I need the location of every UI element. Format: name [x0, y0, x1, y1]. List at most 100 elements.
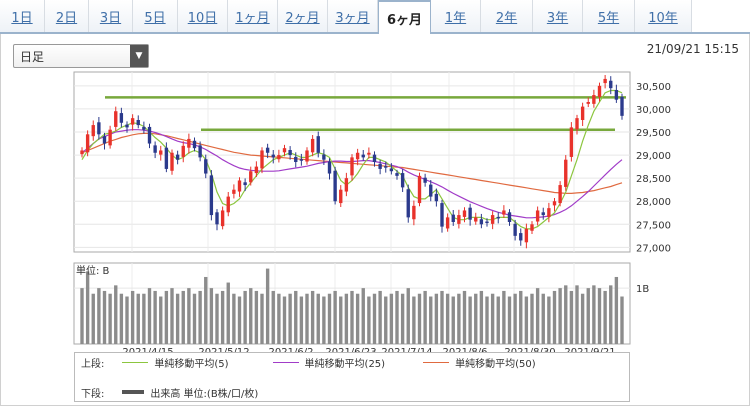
volume-bar	[282, 296, 287, 344]
candle-up	[339, 189, 343, 204]
candle-up	[502, 210, 506, 215]
volume-bar	[378, 290, 382, 344]
tab-8[interactable]: 6ヶ月	[378, 0, 431, 34]
candle-down	[468, 207, 472, 220]
tab-0[interactable]: 1日	[0, 0, 45, 32]
volume-tick-label: 1B	[636, 284, 649, 295]
volume-bar	[198, 290, 202, 344]
candle-up	[457, 215, 461, 224]
volume-bar	[445, 293, 450, 344]
volume-bar	[254, 290, 259, 344]
legend-ma5: 単純移動平均(5)	[118, 355, 229, 370]
candle-down	[485, 221, 489, 224]
price-tick-label: 29,000	[636, 151, 671, 162]
candle-down	[97, 122, 101, 135]
volume-bar	[260, 293, 264, 344]
volume-bar	[547, 296, 551, 344]
volume-bar	[175, 293, 180, 344]
candle-up	[130, 118, 135, 125]
volume-bar	[429, 296, 433, 344]
candle-up	[305, 150, 309, 162]
volume-bar	[412, 296, 416, 344]
candle-up	[412, 205, 416, 220]
stock-chart: 30,500 30,000 29,500 29,000 28,500 28,000 27,5…	[73, 71, 671, 358]
tab-1[interactable]: 2日	[45, 0, 89, 32]
tab-6[interactable]: 2ヶ月	[278, 0, 328, 32]
candle-up	[524, 228, 529, 243]
candle-down	[395, 173, 399, 176]
candle-up	[530, 224, 534, 231]
legend-lower-label: 下段:	[81, 388, 105, 400]
volume-bar	[350, 290, 354, 344]
volume-bar	[130, 290, 135, 344]
candle-down	[372, 154, 377, 162]
volume-bar	[97, 288, 101, 344]
tab-9[interactable]: 1年	[431, 0, 481, 32]
legend-ma5-label: 単純移動平均(5)	[154, 358, 229, 370]
volume-bar	[389, 293, 394, 344]
candle-up	[558, 185, 562, 204]
candle-down	[513, 223, 517, 236]
volume-bar	[355, 293, 360, 344]
volume-bar	[249, 288, 253, 344]
candle-down	[609, 80, 613, 89]
volume-bar	[153, 290, 157, 344]
volume-bar	[192, 293, 197, 344]
period-tabs: 1日 2日 3日 5日 10日 1ヶ月 2ヶ月 3ヶ月 6ヶ月 1年 2年 3年 5年 10年	[0, 0, 750, 34]
volume-bar	[552, 290, 557, 344]
volume-swatch	[122, 390, 145, 394]
candle-up	[603, 78, 607, 84]
candlesticks	[80, 75, 624, 249]
candle-down	[119, 113, 124, 123]
legend: 上段: 単純移動平均(5) 単純移動平均(25) 単純移動平均(50) 下段: …	[74, 352, 630, 402]
candle-down	[198, 145, 202, 158]
candle-up	[344, 178, 349, 192]
candle-up	[580, 106, 585, 120]
candle-up	[445, 217, 450, 229]
tab-5[interactable]: 1ヶ月	[228, 0, 278, 32]
volume-bar	[215, 293, 219, 344]
tab-10[interactable]: 2年	[481, 0, 533, 32]
volume-bar	[575, 285, 579, 344]
tab-11[interactable]: 3年	[533, 0, 583, 32]
candle-down	[384, 166, 388, 168]
tab-4[interactable]: 10日	[178, 0, 228, 32]
tab-7[interactable]: 3ヶ月	[328, 0, 378, 32]
volume-bar	[339, 296, 343, 344]
tab-13[interactable]: 10年	[635, 0, 692, 32]
volume-bar	[322, 296, 326, 344]
volume-bar	[490, 293, 495, 344]
volume-bar	[479, 290, 484, 344]
tab-12[interactable]: 5年	[583, 0, 635, 32]
candle-down	[400, 173, 405, 188]
volume-bar	[187, 288, 191, 344]
tab-3[interactable]: 5日	[133, 0, 178, 32]
volume-bar	[502, 290, 506, 344]
candle-down	[271, 154, 275, 158]
candle-up	[249, 171, 253, 183]
candle-down	[288, 150, 292, 156]
volume-bar	[299, 296, 304, 344]
volume-unit-label: 単位: B	[76, 264, 110, 277]
volume-bar	[372, 293, 377, 344]
volume-bar	[614, 276, 619, 344]
volume-bar	[384, 296, 388, 344]
volume-bar	[344, 293, 349, 344]
volume-bar	[181, 290, 185, 344]
period-select[interactable]: 日足 ▼	[13, 44, 149, 68]
candle-down	[164, 147, 169, 169]
volume-bar	[271, 290, 275, 344]
volume-bars	[80, 268, 624, 344]
volume-bar	[170, 288, 174, 344]
volume-bar	[541, 293, 545, 344]
volume-bar	[288, 293, 292, 344]
tab-2[interactable]: 3日	[89, 0, 133, 32]
volume-bar	[417, 293, 422, 344]
candle-up	[237, 180, 242, 192]
candle-up	[490, 215, 495, 224]
volume-bar	[204, 276, 208, 344]
candle-down	[389, 168, 394, 172]
chart-panel: 日足 ▼ 21/09/21 15:15 30,500 30,000 29,500 29…	[0, 34, 750, 406]
volume-bar	[108, 293, 112, 344]
volume-bar	[519, 290, 523, 344]
